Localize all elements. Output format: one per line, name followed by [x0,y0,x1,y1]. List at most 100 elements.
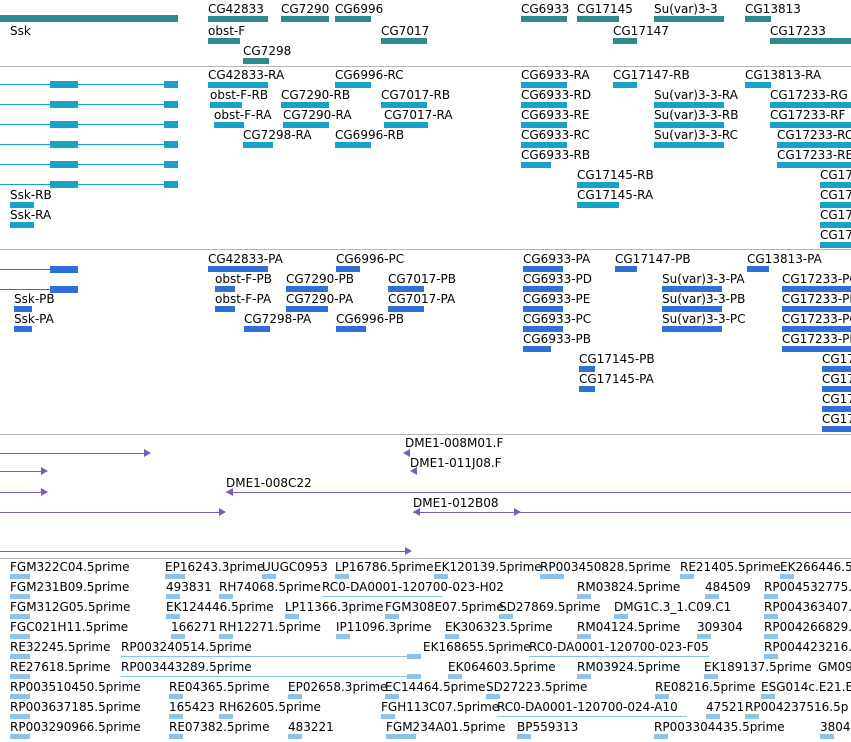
transcript-label[interactable]: CG6933-RE [521,108,590,122]
est-glyph[interactable] [10,714,30,719]
gene-label[interactable]: CG7298 [243,44,292,58]
protein-label[interactable]: CG13813-PA [747,252,822,266]
clone-label[interactable]: DME1-011J08.F [410,456,502,470]
est-label[interactable]: RE04365.5prime [169,680,270,694]
protein-label[interactable]: obst-F-PA [215,292,272,306]
est-glyph[interactable] [10,734,30,739]
est-glyph[interactable] [654,734,668,739]
est-label[interactable]: 3804 [820,720,851,734]
gene-label[interactable]: CG6996 [335,2,384,16]
protein-exon[interactable] [208,266,268,272]
est-glyph[interactable] [614,614,628,619]
est-label[interactable]: UUGC0953 [262,560,328,574]
transcript-exon[interactable] [164,121,178,128]
transcript-exon[interactable] [164,141,178,148]
est-label[interactable]: RP004532775.5p [764,580,851,594]
gene-label[interactable]: CG6933 [521,2,570,16]
protein-label[interactable]: CG7017-PB [388,272,457,286]
est-glyph[interactable] [577,594,591,599]
protein-exon[interactable] [286,306,328,312]
transcript-label[interactable]: CG6933-RA [521,68,590,82]
est-label[interactable]: FGM312G05.5prime [10,600,131,614]
transcript-exon[interactable] [820,182,851,188]
transcript-label[interactable]: CG6933-RC [521,128,590,142]
clone-line[interactable] [0,453,145,454]
est-label[interactable]: RM03924.5prime [577,660,681,674]
transcript-exon[interactable] [50,141,78,148]
gene-glyph[interactable] [577,16,619,22]
protein-exon[interactable] [523,286,563,292]
protein-exon[interactable] [615,266,637,272]
gene-label[interactable]: CG13813 [745,2,801,16]
est-label[interactable]: ESG014c.E21.E [761,680,851,694]
gene-glyph[interactable] [208,38,240,44]
transcript-label[interactable]: CG17 [820,188,851,202]
protein-label[interactable]: CG17 [822,392,851,406]
protein-exon[interactable] [822,386,851,392]
est-label[interactable]: RE32245.5prime [10,640,111,654]
transcript-intron-line[interactable] [0,184,178,185]
clone-line[interactable] [0,551,408,552]
est-label[interactable]: RP003290966.5prime [10,720,141,734]
est-label[interactable]: RE07382.5prime [169,720,270,734]
protein-exon[interactable] [14,306,32,312]
est-glyph[interactable] [10,694,30,699]
est-glyph[interactable] [219,714,233,719]
transcript-label[interactable]: Su(var)3-3-RB [654,108,739,122]
transcript-exon[interactable] [745,82,771,88]
est-label[interactable]: EK064603.5prime [448,660,556,674]
est-glyph[interactable] [407,654,421,659]
transcript-exon[interactable] [654,102,724,108]
est-label[interactable]: RP003637185.5prime [10,700,141,714]
transcript-exon[interactable] [50,181,78,188]
est-glyph[interactable] [764,594,778,599]
gene-glyph[interactable] [0,15,178,22]
protein-label[interactable]: CG6996-PB [336,312,405,326]
protein-exon[interactable] [523,326,563,332]
transcript-exon[interactable] [521,82,567,88]
transcript-label[interactable]: CG6933-RB [521,148,591,162]
est-label[interactable]: FGM231B09.5prime [10,580,130,594]
est-glyph[interactable] [169,694,183,699]
clone-label[interactable]: DME1-012B08 [413,496,499,510]
transcript-exon[interactable] [384,122,428,128]
protein-exon[interactable] [388,286,424,292]
transcript-exon[interactable] [820,222,851,228]
transcript-label[interactable]: Su(var)3-3-RA [654,88,738,102]
est-glyph[interactable] [540,574,564,579]
est-glyph[interactable] [385,694,399,699]
protein-label[interactable]: CG17145-PB [579,352,655,366]
est-label[interactable]: RH12271.5prime [219,620,321,634]
transcript-exon[interactable] [243,142,273,148]
transcript-label[interactable]: CG17233-RF [770,108,846,122]
est-glyph[interactable] [448,674,462,679]
protein-label[interactable]: CG7290-PA [286,292,354,306]
protein-exon[interactable] [286,286,328,292]
protein-label[interactable]: Su(var)3-3-PC [662,312,746,326]
transcript-exon[interactable] [820,242,851,248]
est-label[interactable]: RH74068.5prime [219,580,321,594]
transcript-exon[interactable] [521,122,567,128]
transcript-label[interactable]: CG6996-RC [335,68,404,82]
est-label[interactable]: 166271 [171,620,217,634]
transcript-label[interactable]: Ssk-RB [10,188,52,202]
est-line[interactable] [121,676,421,677]
transcript-exon[interactable] [208,82,268,88]
protein-exon[interactable] [50,286,78,293]
transcript-exon[interactable] [521,162,551,168]
est-glyph[interactable] [169,714,183,719]
est-glyph[interactable] [486,694,500,699]
est-label[interactable]: 483221 [288,720,334,734]
protein-label[interactable]: CG17233-PF [782,292,851,306]
est-glyph[interactable] [445,634,459,639]
protein-label[interactable]: Ssk-PB [14,292,55,306]
clone-line[interactable] [0,492,42,493]
gene-label[interactable]: CG7290 [281,2,330,16]
est-label[interactable]: EK266446.5 [780,560,851,574]
est-glyph[interactable] [219,594,233,599]
est-glyph[interactable] [705,594,719,599]
protein-exon[interactable] [579,366,595,372]
est-glyph[interactable] [10,654,30,659]
gene-glyph[interactable] [208,16,268,22]
transcript-label[interactable]: CG17145-RA [577,188,654,202]
